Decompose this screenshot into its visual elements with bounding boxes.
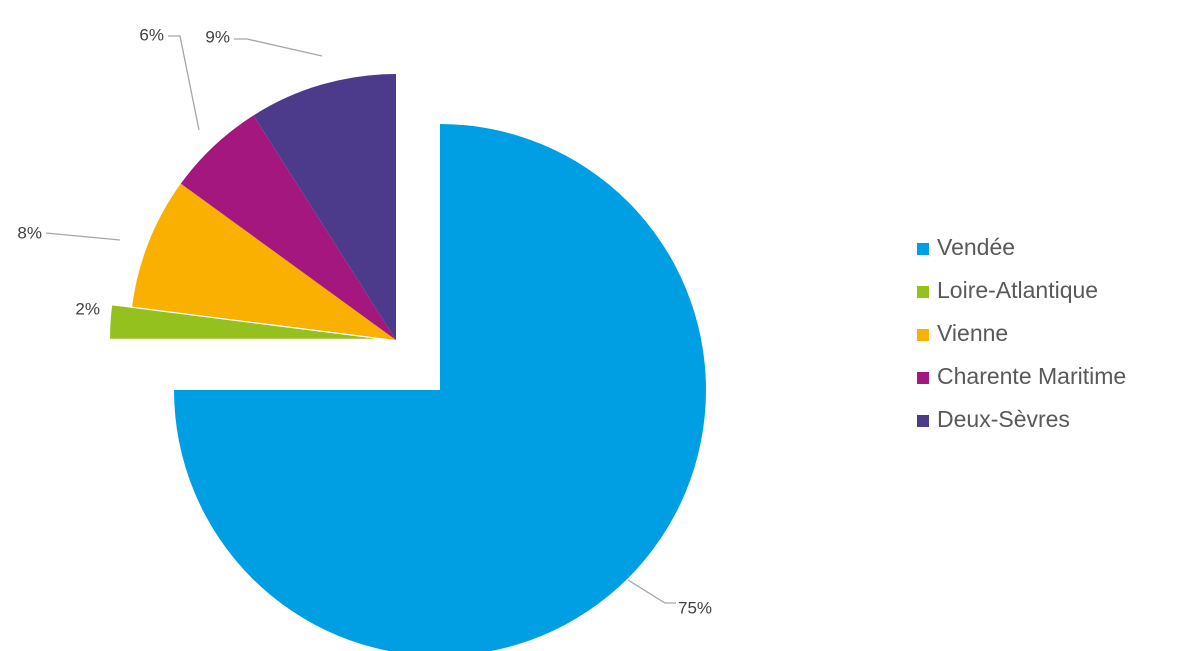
legend-swatch-deux-sevres bbox=[917, 415, 929, 427]
leader-line-charente-maritime bbox=[168, 35, 200, 131]
legend-label-loire-atlantique: Loire-Atlantique bbox=[937, 277, 1098, 303]
leader-line-vienne bbox=[45, 232, 121, 241]
legend-label-deux-sevres: Deux-Sèvres bbox=[937, 406, 1070, 432]
legend-label-vendee: Vendée bbox=[937, 234, 1015, 260]
legend-label-charente-maritime: Charente Maritime bbox=[937, 363, 1126, 389]
leader-line-vendee bbox=[627, 579, 676, 604]
leader-line-deux-sevres bbox=[234, 38, 323, 57]
pie-slice-deux-sevres bbox=[253, 74, 396, 340]
pie-slice-vendee bbox=[174, 124, 706, 651]
data-label-loire-atlantique: 2% bbox=[75, 299, 100, 318]
legend-swatch-vienne bbox=[917, 329, 929, 341]
leader-lines bbox=[45, 35, 676, 604]
data-label-vienne: 8% bbox=[17, 223, 42, 242]
pie-slice-loire-atlantique bbox=[110, 305, 377, 339]
pie-slices bbox=[110, 74, 706, 651]
legend-swatch-loire-atlantique bbox=[917, 286, 929, 298]
data-labels: 75% 2% 8% 6% 9% bbox=[17, 25, 712, 617]
legend-label-vienne: Vienne bbox=[937, 320, 1008, 346]
legend-swatch-vendee bbox=[917, 243, 929, 255]
data-label-vendee: 75% bbox=[678, 598, 712, 617]
pie-slice-charente-maritime bbox=[180, 115, 396, 340]
legend-swatch-charente-maritime bbox=[917, 372, 929, 384]
data-label-deux-sevres: 9% bbox=[205, 27, 230, 46]
legend: Vendée Loire-Atlantique Vienne Charente Mar… bbox=[917, 234, 1126, 432]
pie-slice-vienne bbox=[132, 183, 397, 340]
data-label-charente-maritime: 6% bbox=[139, 25, 164, 44]
